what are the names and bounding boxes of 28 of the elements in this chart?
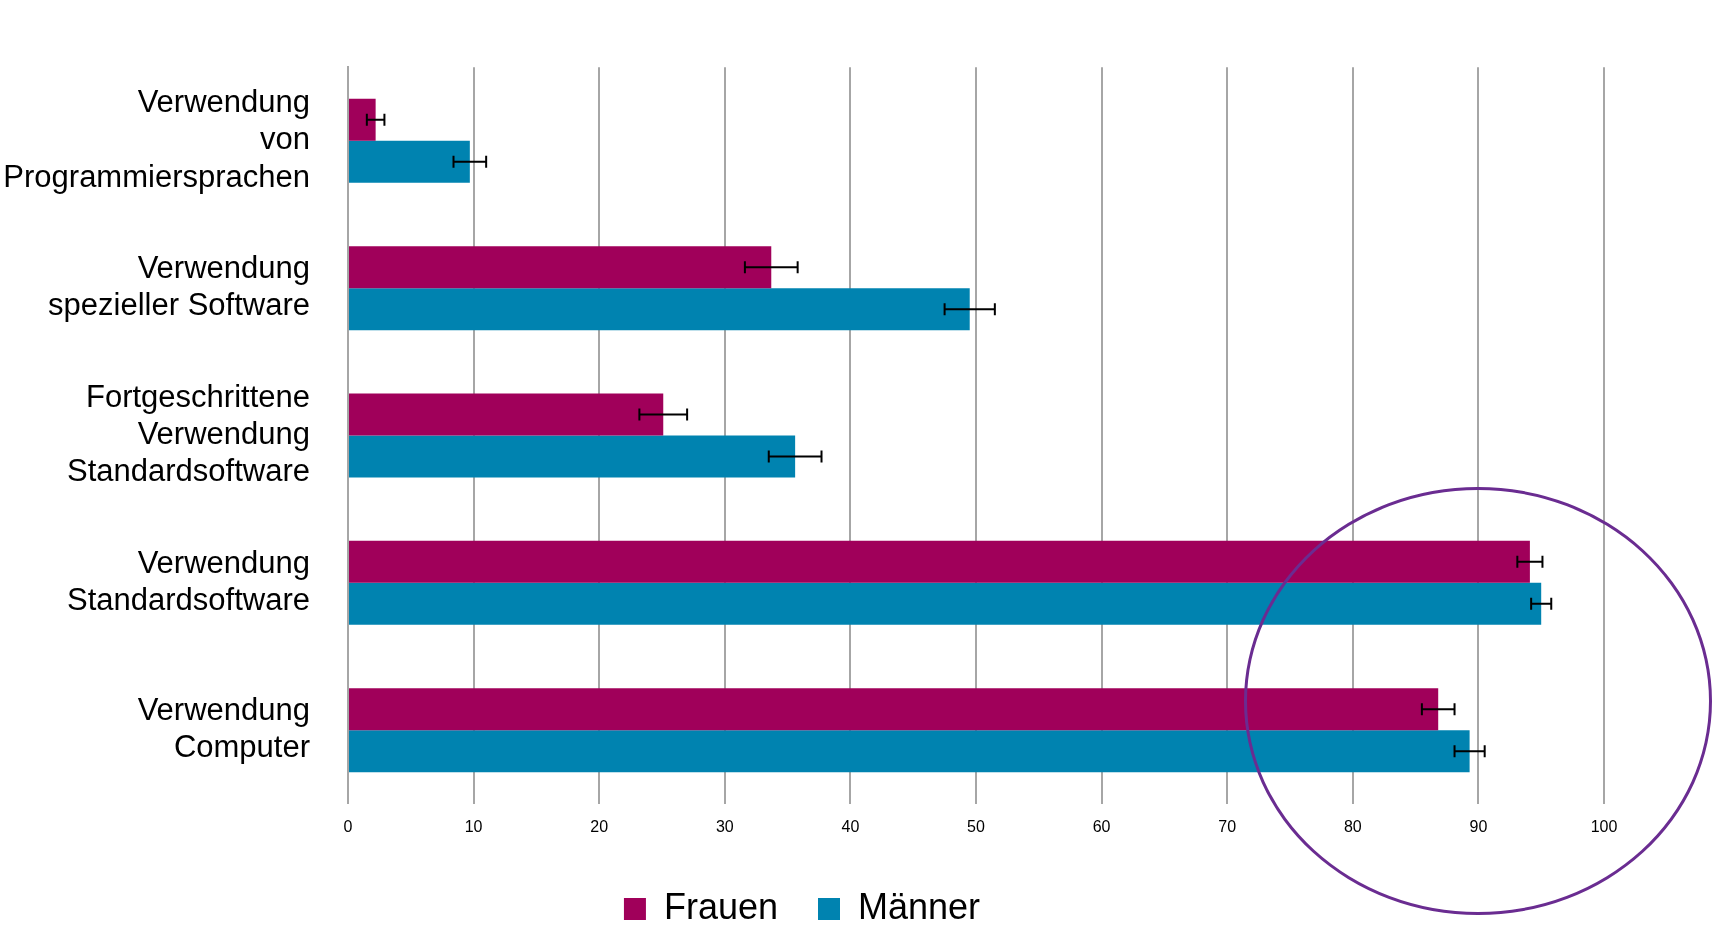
- x-tick-label: 20: [590, 817, 609, 835]
- y-tick-label: Verwendung Computer: [137, 692, 310, 765]
- bar: [349, 140, 470, 183]
- x-tick-label: 0: [343, 817, 353, 835]
- x-tick-label: 10: [464, 817, 483, 835]
- bar: [349, 288, 970, 331]
- x-tick-label: 90: [1469, 817, 1488, 835]
- x-tick-label: 80: [1343, 817, 1362, 835]
- x-tick-label: 60: [1092, 817, 1111, 835]
- bar: [349, 435, 796, 478]
- bar: [349, 582, 1542, 625]
- y-tick-label: Verwendung spezieller Software: [48, 250, 310, 323]
- x-tick-label: 40: [841, 817, 860, 835]
- y-tick-label: Fortgeschrittene Verwendung Standardsoftware: [67, 378, 310, 489]
- x-tick-label: 100: [1590, 817, 1618, 835]
- y-tick-label: Verwendung von Programmiersprachen: [3, 84, 310, 194]
- bar: [349, 246, 772, 289]
- bar: [349, 730, 1470, 773]
- legend-label: Frauen: [663, 885, 779, 927]
- x-tick-label: 70: [1218, 817, 1237, 835]
- x-tick-label: 50: [967, 817, 985, 835]
- bar: [349, 98, 376, 141]
- x-tick-label: 30: [715, 817, 734, 835]
- legend-label: Männer: [858, 885, 981, 927]
- bar: [349, 393, 664, 436]
- bar: [349, 688, 1439, 731]
- y-tick-label: Verwendung Standardsoftware: [67, 544, 310, 617]
- bar: [349, 540, 1530, 583]
